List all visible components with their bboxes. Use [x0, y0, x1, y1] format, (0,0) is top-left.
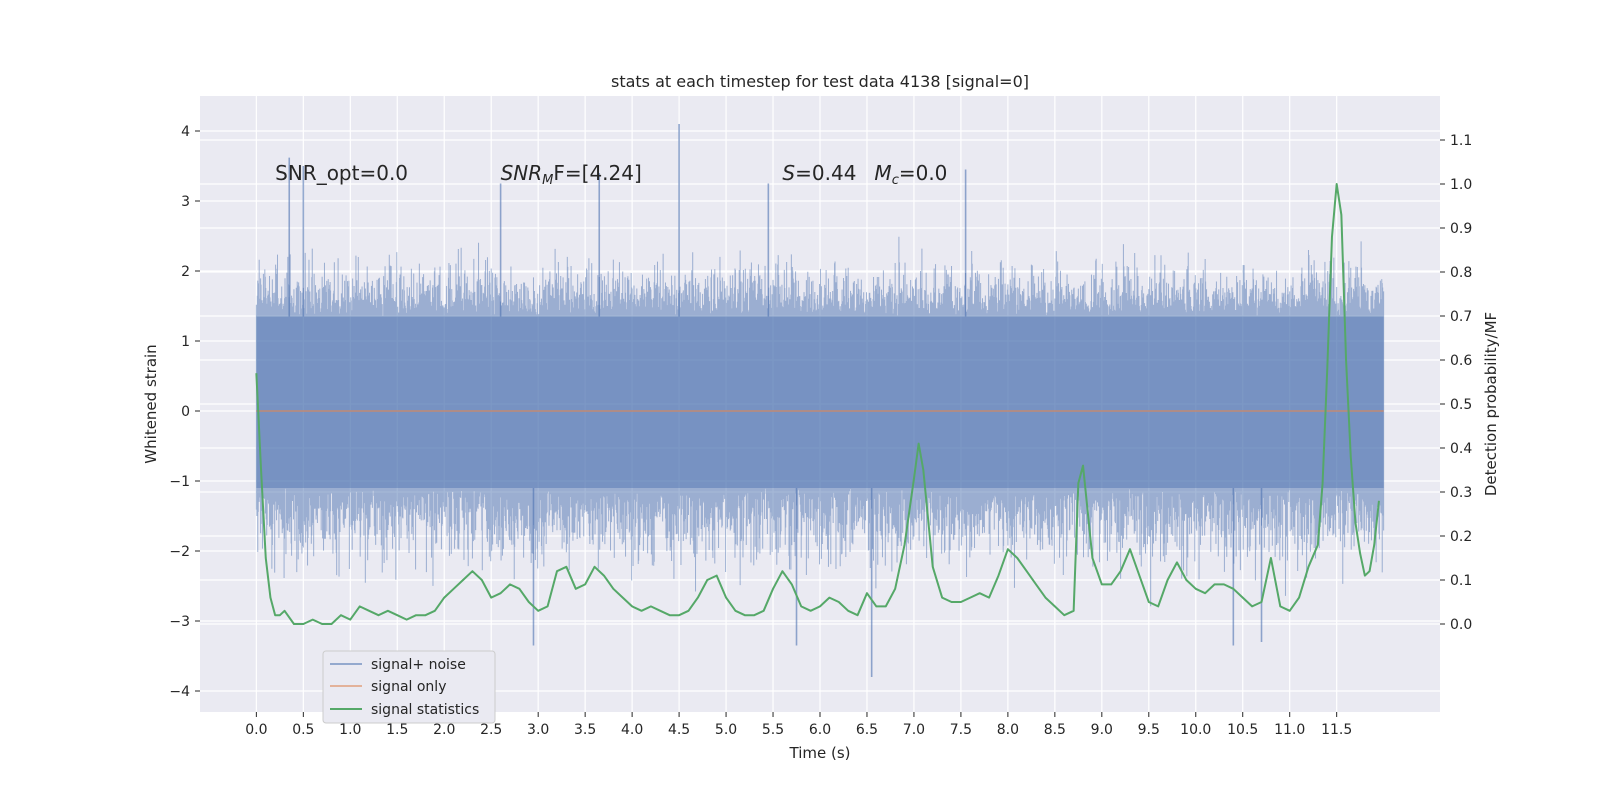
x-tick-label: 4.5: [668, 722, 690, 738]
x-tick-label: 4.0: [621, 722, 643, 738]
annotation-snr-mf: SNRMF=[4.24]: [501, 161, 642, 188]
annotation-m-sub: c: [892, 173, 899, 188]
annotation-m-value: =0.0: [899, 161, 948, 185]
legend-label-signal: signal only: [371, 679, 446, 695]
x-tick-label: 0.0: [245, 722, 267, 738]
x-tick-label: 2.0: [433, 722, 455, 738]
y-tick-label: −1: [169, 474, 190, 490]
x-tick-label: 1.0: [339, 722, 361, 738]
x-tick-label: 6.0: [809, 722, 831, 738]
x-tick-label: 2.5: [480, 722, 502, 738]
y-right-tick-label: 0.1: [1450, 573, 1472, 589]
y-right-tick-label: 1.1: [1450, 133, 1472, 149]
y-tick-label: 3: [181, 194, 190, 210]
x-tick-label: 5.5: [762, 722, 784, 738]
y-axis-label-right: Detection probability/MF: [1482, 312, 1500, 496]
annotation-snr-mf-sub: M: [542, 173, 553, 188]
x-tick-label: 11.0: [1274, 722, 1305, 738]
x-tick-label: 7.5: [950, 722, 972, 738]
y-tick-label: −3: [169, 614, 190, 630]
y-right-tick-label: 0.8: [1450, 265, 1472, 281]
noise-core-band: [256, 317, 1383, 489]
x-tick-label: 5.0: [715, 722, 737, 738]
legend: signal+ noise signal only signal statist…: [323, 651, 495, 723]
annotation-snr-mf-main: SNR: [501, 161, 543, 185]
y-tick-label: 0: [181, 404, 190, 420]
y-axis-label: Whitened strain: [142, 344, 160, 463]
annotation-s-value: =0.44: [795, 161, 856, 185]
y-tick-label: −4: [169, 684, 190, 700]
annotation-s-symbol: S: [782, 161, 795, 185]
x-tick-label: 9.5: [1138, 722, 1160, 738]
y-right-tick-label: 1.0: [1450, 177, 1472, 193]
y-right-tick-label: 0.0: [1450, 617, 1472, 633]
chart-title: stats at each timestep for test data 413…: [611, 72, 1029, 91]
y-right-tick-label: 0.2: [1450, 529, 1472, 545]
x-tick-label: 3.5: [574, 722, 596, 738]
x-tick-label: 8.5: [1044, 722, 1066, 738]
annotation-snr-opt: SNR_opt=0.0: [275, 161, 408, 185]
y-right-tick-label: 0.4: [1450, 441, 1472, 457]
y-tick-label: −2: [169, 544, 190, 560]
legend-label-noise: signal+ noise: [371, 657, 466, 673]
x-tick-label: 11.5: [1321, 722, 1352, 738]
x-tick-label: 6.5: [856, 722, 878, 738]
y-tick-label: 4: [181, 124, 190, 140]
x-tick-label: 7.0: [903, 722, 925, 738]
x-tick-label: 1.5: [386, 722, 408, 738]
annotation-snr-mf-rest: F=[4.24]: [553, 161, 641, 185]
x-axis-label: Time (s): [789, 744, 851, 762]
y-right-tick-label: 0.3: [1450, 485, 1472, 501]
y-right-tick-label: 0.7: [1450, 309, 1472, 325]
legend-label-stats: signal statistics: [371, 702, 479, 718]
x-tick-label: 9.0: [1091, 722, 1113, 738]
annotation-m-symbol: M: [874, 161, 891, 185]
x-tick-label: 10.0: [1180, 722, 1211, 738]
y-right-tick-label: 0.6: [1450, 353, 1472, 369]
y-tick-label: 2: [181, 264, 190, 280]
x-tick-label: 3.0: [527, 722, 549, 738]
x-tick-label: 10.5: [1227, 722, 1258, 738]
y-right-tick-label: 0.9: [1450, 221, 1472, 237]
y-right-tick-label: 0.5: [1450, 397, 1472, 413]
x-tick-label: 8.0: [997, 722, 1019, 738]
x-tick-label: 0.5: [292, 722, 314, 738]
y-tick-label: 1: [181, 334, 190, 350]
